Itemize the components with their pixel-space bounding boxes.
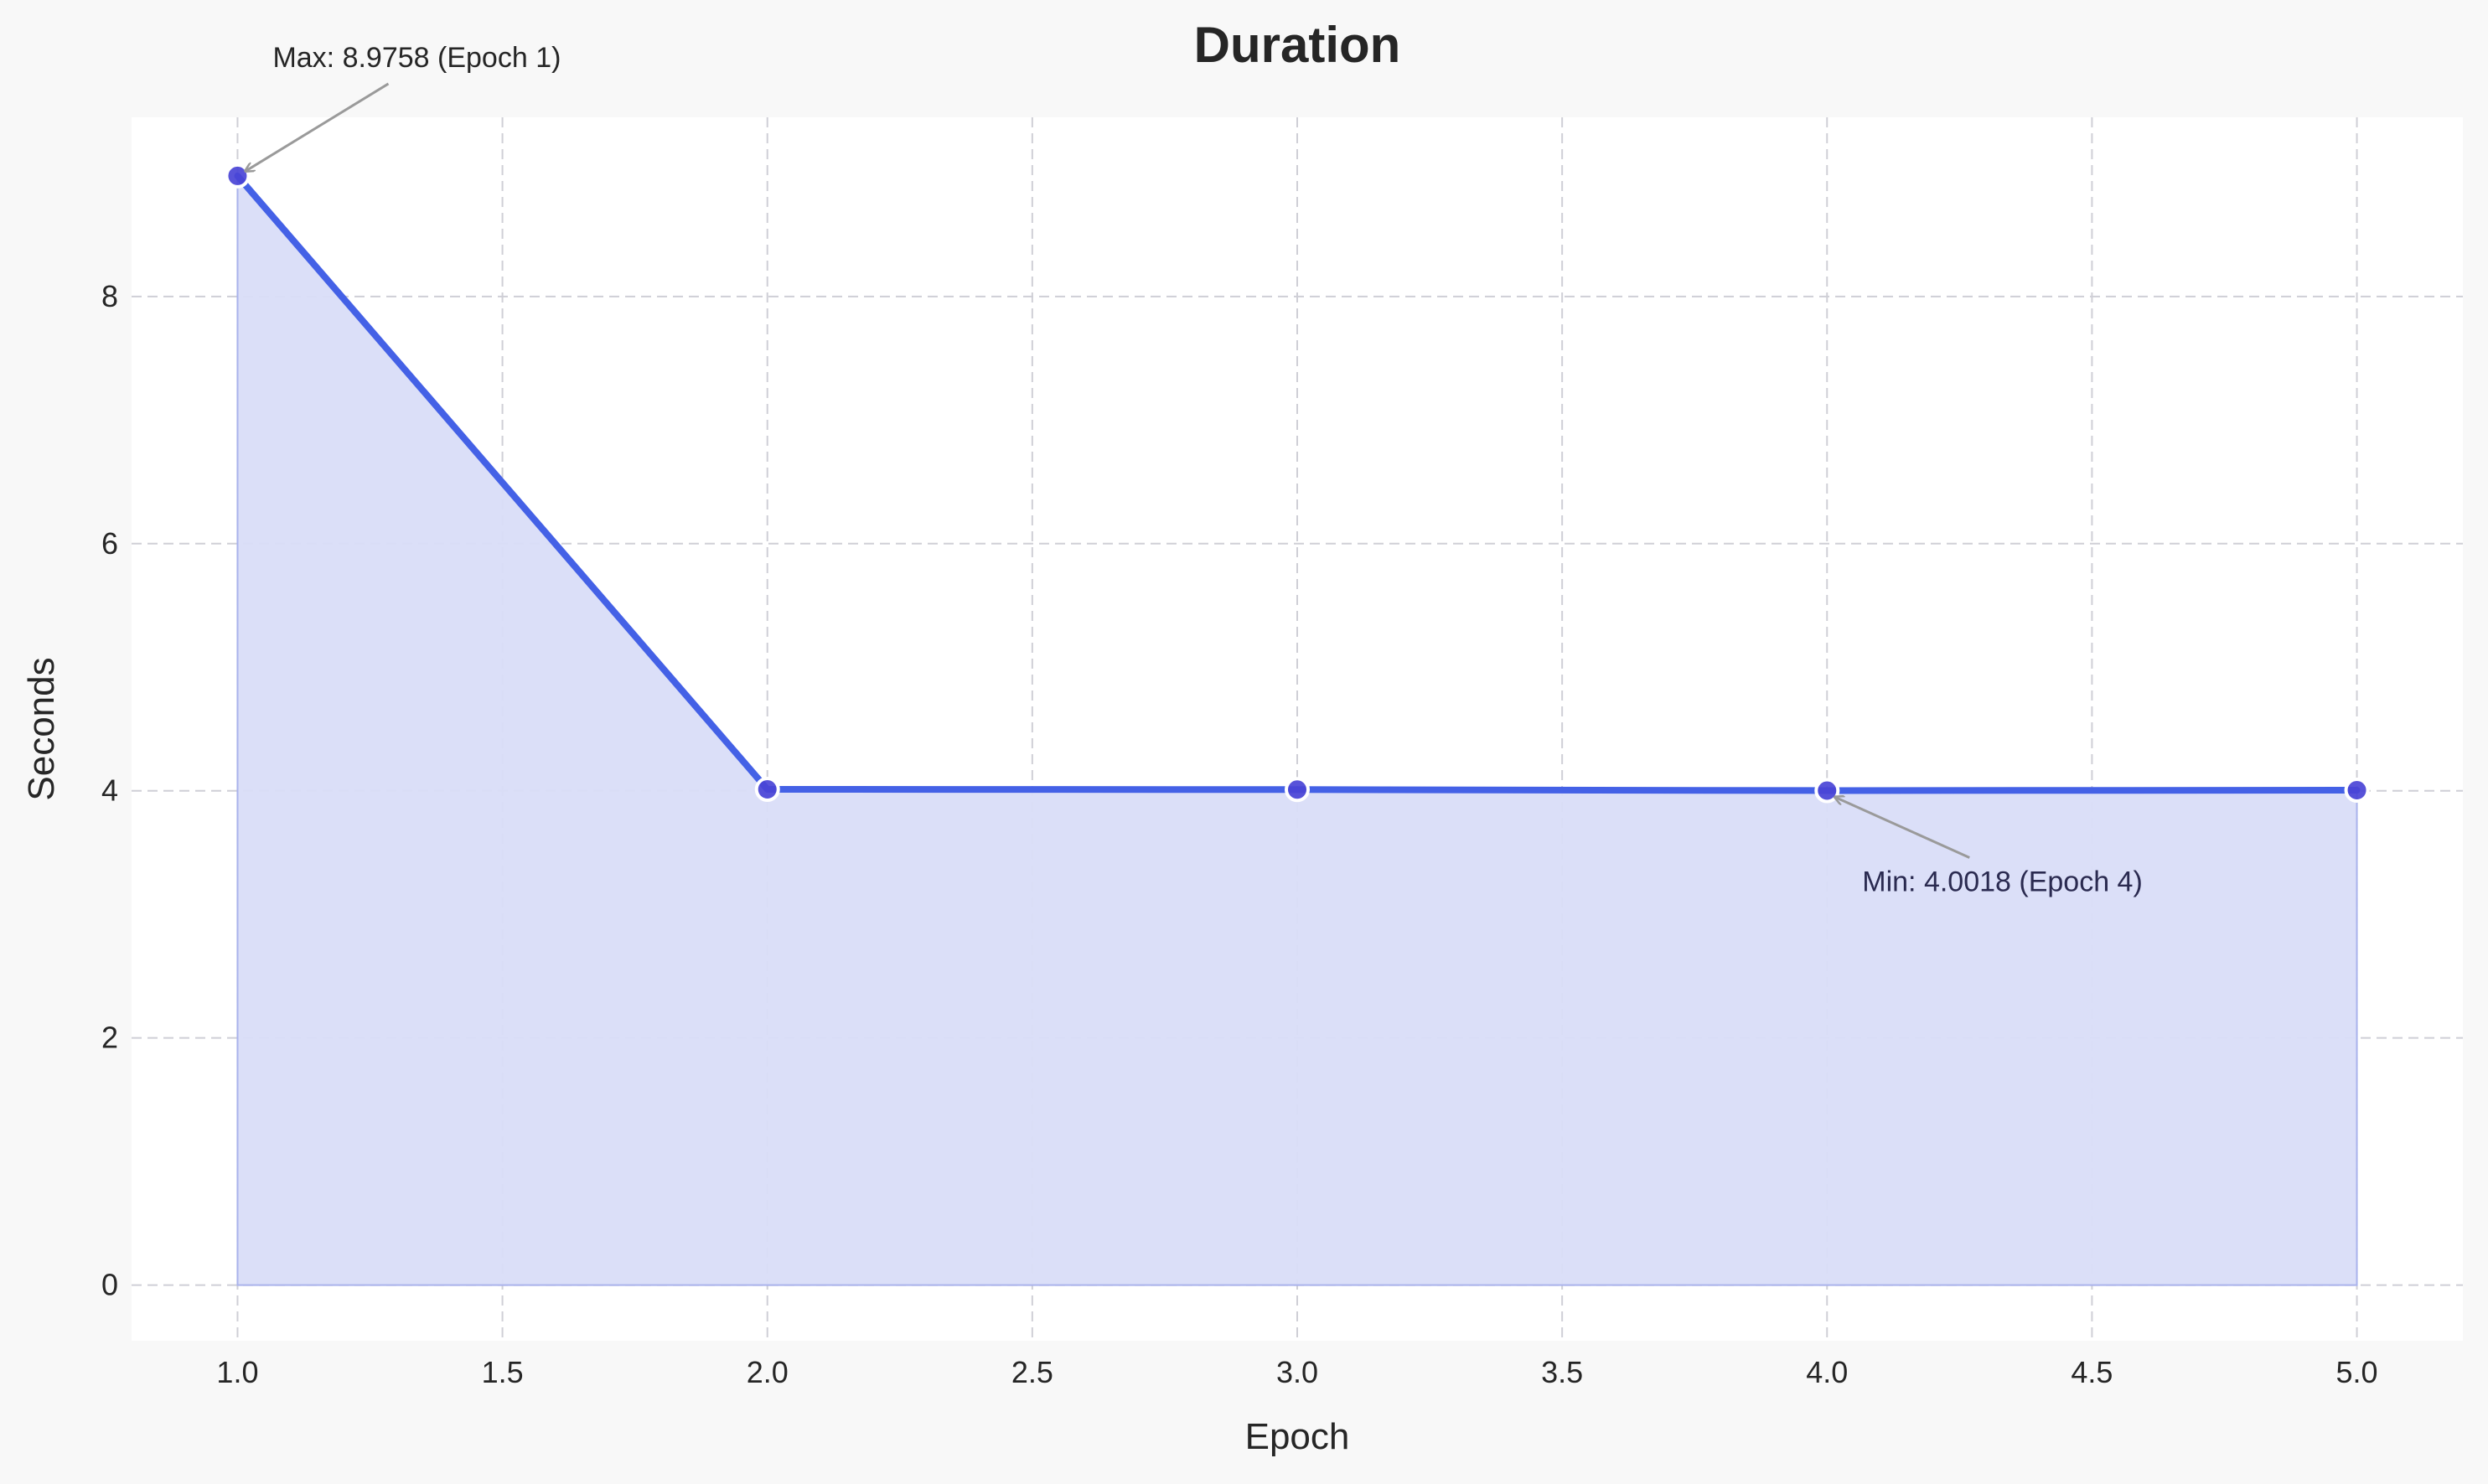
data-point <box>754 776 780 802</box>
y-tick-label: 0 <box>101 1268 118 1302</box>
y-tick-label: 6 <box>101 526 118 561</box>
x-tick-label: 2.0 <box>747 1355 789 1389</box>
data-point <box>1814 778 1840 804</box>
x-tick-label: 3.0 <box>1276 1355 1318 1389</box>
annotations: Max: 8.9758 (Epoch 1) Min: 4.0018 (Epoch … <box>246 42 2143 897</box>
x-tick-label: 1.5 <box>482 1355 524 1389</box>
x-tick-label: 5.0 <box>2336 1355 2378 1389</box>
y-tick-label: 2 <box>101 1021 118 1055</box>
annotation-arrow <box>246 82 390 171</box>
x-tick-label: 1.0 <box>216 1355 258 1389</box>
x-tick-label: 4.0 <box>1806 1355 1848 1389</box>
y-tick-label: 4 <box>101 773 118 808</box>
data-point <box>1285 777 1310 803</box>
max-annotation-label: Max: 8.9758 (Epoch 1) <box>272 42 561 74</box>
x-tick-label: 4.5 <box>2071 1355 2113 1389</box>
x-tick-label: 2.5 <box>1011 1355 1053 1389</box>
min-annotation-label: Min: 4.0018 (Epoch 4) <box>1862 866 2143 897</box>
data-point <box>2344 778 2370 803</box>
data-point <box>225 163 251 189</box>
x-axis-label: Epoch <box>1245 1416 1350 1457</box>
annotation-arrow <box>1835 797 1970 859</box>
y-tick-label: 8 <box>101 279 118 313</box>
x-tick-label: 3.5 <box>1541 1355 1583 1389</box>
y-axis-label: Seconds <box>21 657 62 800</box>
chart-title: Duration <box>1194 17 1401 73</box>
tick-labels: 1.0 1.5 2.0 2.5 3.0 3.5 4.0 4.5 5.0 0 2 4 6 8 <box>101 279 2378 1389</box>
